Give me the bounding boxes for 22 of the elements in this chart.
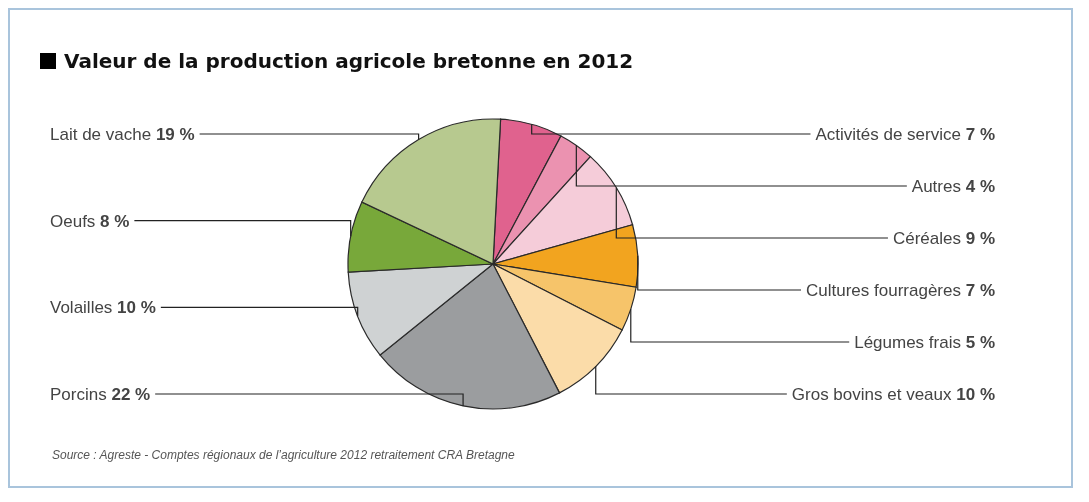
data-label: 7 % [965,280,995,300]
source-note: Source : Agreste - Comptes régionaux de l’agriculture 2012 retraitement CRA Bretagne [51,448,516,462]
slice-label: Céréales [892,228,966,248]
slice-label: Porcins [50,384,112,404]
data-label: 19 % [155,124,195,144]
data-label: 10 % [956,384,995,404]
slice-label: Volailles [50,298,118,318]
data-label: 7 % [965,124,995,144]
slice-label: Oeufs [50,211,101,231]
data-label: 4 % [965,176,995,196]
slice-label: Activités de service [815,124,966,144]
slice-label: Légumes frais [854,332,966,352]
slice-label: Autres [911,176,966,196]
slice-label: Cultures fourragères [806,280,966,300]
data-label: 10 % [117,298,156,318]
data-label: 5 % [965,332,995,352]
data-label: 8 % [100,211,130,231]
chart-title: Valeur de la production agricole bretonne en 2012 [64,49,634,73]
slice-label: Lait de vache [50,124,156,144]
data-label: 9 % [965,228,995,248]
slice-label: Gros bovins et veaux [791,384,957,404]
data-label: 22 % [111,384,151,404]
